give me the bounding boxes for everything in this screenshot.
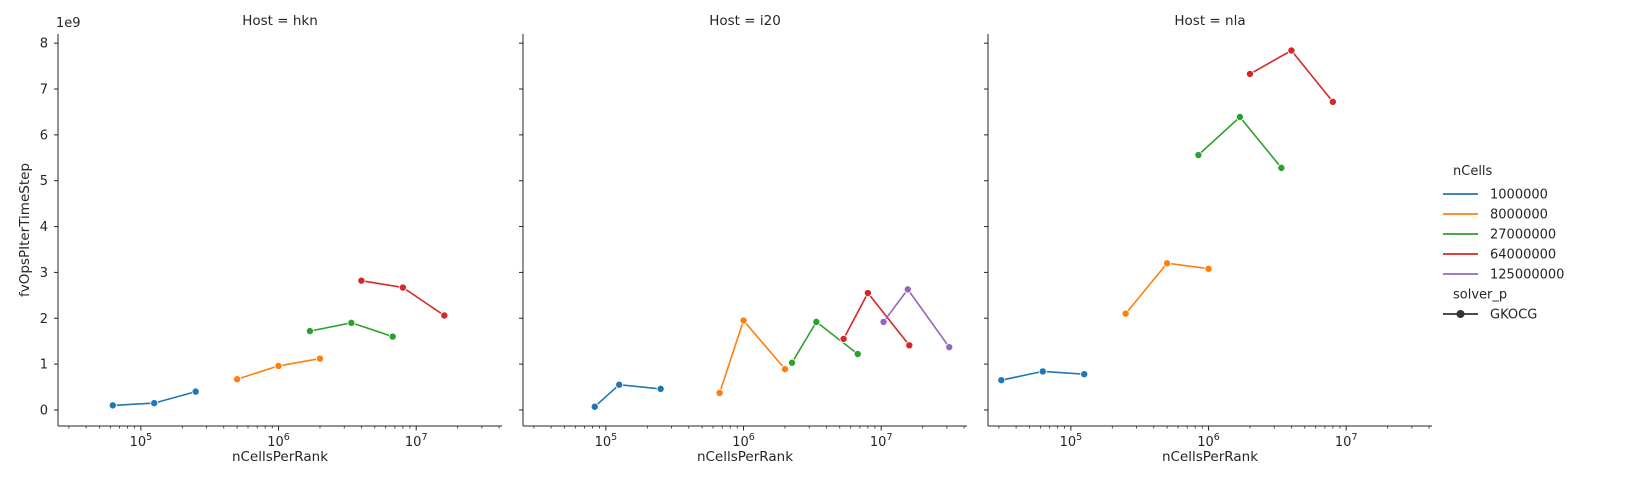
data-point [903, 285, 912, 294]
data-point [788, 358, 797, 367]
y-tick-label: 4 [40, 220, 48, 235]
series-line-8000000 [718, 318, 786, 394]
series-line-64000000 [1249, 49, 1334, 103]
legend-title: nCells [1453, 164, 1493, 179]
data-point [357, 276, 366, 285]
data-point [1287, 46, 1296, 55]
data-point [274, 361, 283, 370]
x-tick-label: 105 [595, 432, 618, 450]
series-line-27000000 [791, 320, 859, 364]
y-tick-label: 2 [40, 312, 48, 327]
data-point [191, 387, 200, 396]
data-point [905, 341, 914, 350]
data-point [997, 376, 1006, 385]
data-point [347, 318, 356, 327]
y-tick-label: 5 [40, 174, 48, 189]
series-line-8000000 [1125, 262, 1209, 315]
x-tick-label: 107 [1335, 432, 1358, 450]
data-point [715, 388, 724, 397]
data-point [780, 365, 789, 374]
data-point [315, 354, 324, 363]
facet-panel-nla: Host = nla 105 106 107 nCellsPerRank [984, 13, 1432, 465]
data-point [739, 316, 748, 325]
y-axis-label: fvOpsPIterTimeStep [17, 163, 33, 297]
data-point [398, 283, 407, 292]
y-tick-label: 8 [40, 37, 48, 52]
data-point [305, 327, 314, 336]
data-point [1328, 97, 1337, 106]
series-line-1000000 [594, 383, 661, 408]
legend-style-label: GKOCG [1490, 308, 1537, 323]
data-point [1163, 259, 1172, 268]
data-point [879, 317, 888, 326]
data-point [388, 332, 397, 341]
data-point [1204, 264, 1213, 273]
x-axis-label: nCellsPerRank [232, 449, 328, 465]
x-tick-label: 105 [130, 432, 153, 450]
data-point [440, 311, 449, 320]
y-tick-label: 6 [40, 128, 48, 143]
data-point [853, 350, 862, 359]
y-tick-label: 1 [40, 358, 48, 373]
legend-label: 64000000 [1490, 248, 1556, 263]
data-point [656, 384, 665, 393]
data-point [945, 343, 954, 352]
x-tick-label: 106 [732, 432, 755, 450]
legend-style-title: solver_p [1453, 288, 1507, 303]
data-point [615, 380, 624, 389]
data-point [863, 289, 872, 298]
data-point [1277, 163, 1286, 172]
x-tick-label: 107 [870, 432, 893, 450]
y-offset-label: 1e9 [56, 16, 81, 31]
data-point [590, 402, 599, 411]
data-point [1038, 367, 1047, 376]
data-point [812, 317, 821, 326]
data-point [1080, 370, 1089, 379]
x-tick-label: 106 [1197, 432, 1220, 450]
data-point [839, 334, 848, 343]
series-line-125000000 [882, 288, 950, 348]
y-tick-label: 3 [40, 266, 48, 281]
data-point [233, 375, 242, 384]
x-tick-label: 107 [405, 432, 428, 450]
data-point [150, 399, 159, 408]
facet-panel-hkn: Host = hkn 0 1 2 3 4 5 6 7 8 105 106 107 nCellsPerRan… [40, 13, 502, 465]
legend-label: 125000000 [1490, 268, 1564, 283]
y-tick-label: 0 [40, 403, 48, 418]
legend-label: 27000000 [1490, 228, 1556, 243]
legend-label: 8000000 [1490, 208, 1548, 223]
x-tick-label: 106 [267, 432, 290, 450]
data-point [1245, 69, 1254, 78]
data-point [108, 401, 117, 410]
x-axis-label: nCellsPerRank [697, 449, 793, 465]
panel-title: Host = i20 [709, 13, 781, 29]
x-tick-label: 105 [1060, 432, 1083, 450]
legend-style-marker [1456, 310, 1465, 318]
panel-title: Host = nla [1174, 13, 1245, 29]
x-axis-label: nCellsPerRank [1162, 449, 1258, 465]
data-point [1235, 112, 1244, 121]
data-point [1121, 309, 1130, 318]
facet-panel-i20: Host = i20 105 106 107 nCellsPerRank [519, 13, 967, 465]
data-point [1194, 151, 1203, 160]
y-tick-label: 7 [40, 83, 48, 98]
panel-title: Host = hkn [242, 13, 318, 29]
legend: nCells 1000000 8000000 27000000 64000000 1250… [1443, 164, 1564, 323]
legend-label: 1000000 [1490, 188, 1548, 203]
series-line-27000000 [1197, 115, 1283, 169]
